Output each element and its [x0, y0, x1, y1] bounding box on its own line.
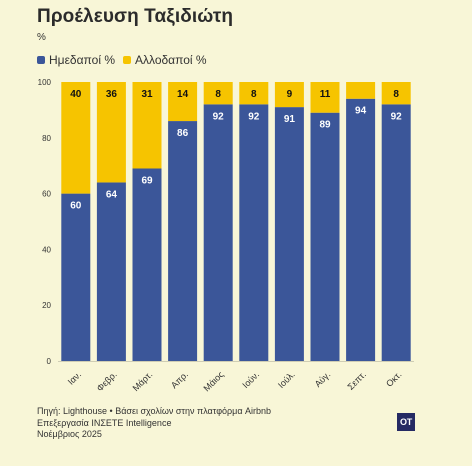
- bar-foreign: [239, 82, 269, 105]
- legend: Ημεδαποί % Αλλοδαποί %: [37, 53, 207, 67]
- y-tick-label: 80: [42, 134, 51, 143]
- data-label-foreign: 11: [320, 89, 331, 100]
- bar-domestic: [96, 182, 126, 361]
- y-unit-label: %: [37, 32, 46, 43]
- x-tick-label: Φεβρ.: [95, 369, 119, 393]
- x-tick-label: Σεπτ.: [345, 369, 368, 392]
- x-tick-label: Μάρτ.: [131, 369, 155, 393]
- stacked-bar-chart: 0 20 40 60 80 100 60 40 Ιαν. 64 36 Φεβρ. 69 31 Μάρτ. 86…: [38, 78, 414, 394]
- data-label-foreign: 8: [251, 89, 257, 100]
- y-tick-label: 60: [42, 190, 51, 199]
- x-tick-label: Ιαν.: [66, 369, 83, 386]
- bar-foreign: [61, 82, 91, 194]
- bar-domestic: [61, 193, 91, 361]
- legend-label-domestic: Ημεδαποί %: [49, 53, 115, 67]
- bar-domestic: [274, 107, 304, 361]
- bar-domestic: [381, 104, 411, 361]
- x-tick-label: Απρ.: [169, 369, 190, 390]
- bar-foreign: [132, 82, 162, 169]
- data-label-domestic: 91: [284, 114, 296, 125]
- ot-logo: OT: [397, 413, 415, 431]
- bar-foreign: [346, 82, 376, 99]
- bar-foreign: [310, 82, 340, 113]
- data-label-foreign: 9: [287, 89, 293, 100]
- data-label-domestic: 94: [355, 106, 367, 117]
- data-label-domestic: 64: [106, 189, 118, 200]
- data-label-foreign: 8: [393, 89, 399, 100]
- source-line: Πηγή: Lighthouse • Βάσει σχολίων στην πλ…: [37, 406, 272, 416]
- bar-domestic: [132, 168, 162, 361]
- legend-swatch-foreign: [123, 56, 131, 64]
- data-label-foreign: 31: [141, 89, 153, 100]
- y-tick-label: 100: [38, 78, 52, 87]
- bar-foreign: [274, 82, 304, 108]
- data-label-foreign: 36: [106, 89, 118, 100]
- bar-domestic: [239, 104, 269, 361]
- legend-label-foreign: Αλλοδαποί %: [135, 53, 207, 67]
- bar-domestic: [346, 98, 376, 362]
- data-label-foreign: 40: [70, 89, 82, 100]
- bar-domestic: [168, 121, 198, 361]
- data-label-domestic: 60: [70, 201, 82, 212]
- bar-domestic: [310, 112, 340, 361]
- data-label-domestic: 69: [141, 175, 153, 186]
- data-label-foreign: 8: [215, 89, 221, 100]
- x-tick-label: Οκτ.: [384, 369, 403, 388]
- y-tick-label: 20: [42, 301, 51, 310]
- bar-foreign: [381, 82, 411, 105]
- data-label-domestic: 92: [391, 111, 403, 122]
- y-tick-label: 0: [47, 357, 52, 366]
- legend-swatch-domestic: [37, 56, 45, 64]
- x-tick-label: Αύγ.: [313, 369, 333, 389]
- data-label-foreign: 14: [177, 89, 189, 100]
- bar-foreign: [203, 82, 233, 105]
- y-tick-label: 40: [42, 245, 51, 254]
- legend-item-domestic: Ημεδαποί %: [37, 53, 115, 67]
- processing-line: Επεξεργασία INΣΕΤΕ Intelligence: [37, 417, 172, 428]
- date-line: Νοέμβριος 2025: [37, 429, 102, 439]
- x-tick-label: Μάιος: [202, 369, 227, 394]
- chart-title: Προέλευση Ταξιδιώτη: [37, 6, 234, 27]
- x-tick-label: Ιούν.: [240, 369, 261, 390]
- x-tick-label: Ιούλ.: [276, 369, 297, 390]
- data-label-domestic: 86: [177, 128, 189, 139]
- source-note: Πηγή: Lighthouse • Βάσει σχολίων στην πλ…: [37, 406, 271, 441]
- bar-foreign: [96, 82, 126, 183]
- bar-domestic: [203, 104, 233, 361]
- bar-foreign: [168, 82, 198, 122]
- legend-item-foreign: Αλλοδαποί %: [123, 53, 207, 67]
- data-label-domestic: 92: [248, 111, 260, 122]
- data-label-domestic: 92: [213, 111, 225, 122]
- data-label-domestic: 89: [319, 120, 331, 131]
